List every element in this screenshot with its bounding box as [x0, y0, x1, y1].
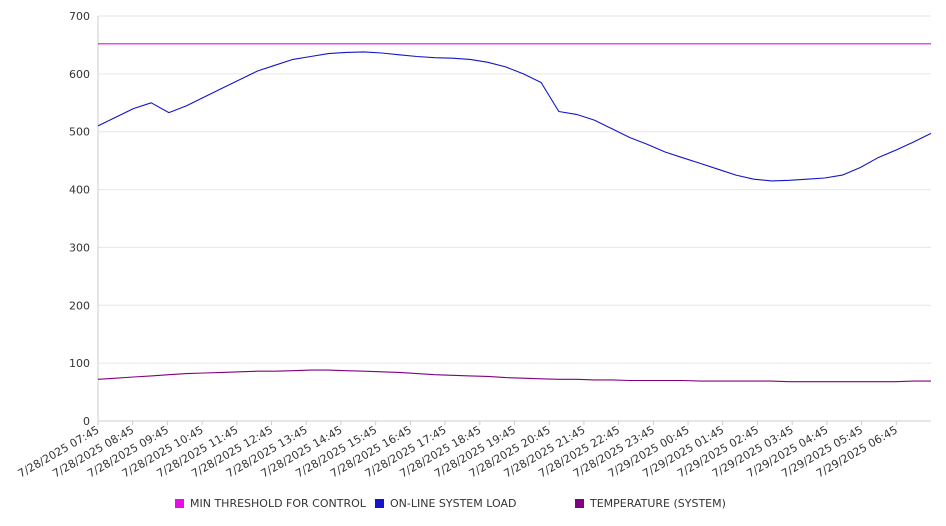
series-lines — [97, 43, 932, 383]
y-tick-label: 700 — [69, 10, 90, 23]
series-line-3 — [97, 369, 931, 383]
legend-label-system-load: ON-LINE SYSTEM LOAD — [390, 497, 517, 510]
legend-swatch-threshold — [175, 499, 184, 508]
legend-item-threshold: MIN THRESHOLD FOR CONTROL — [175, 497, 366, 510]
legend: MIN THRESHOLD FOR CONTROL ON-LINE SYSTEM… — [0, 497, 946, 515]
y-tick-label: 400 — [69, 184, 90, 197]
legend-swatch-system-load — [375, 499, 384, 508]
x-axis-tick-labels: 7/28/2025 07:457/28/2025 08:457/28/2025 … — [16, 423, 900, 480]
legend-item-system-load: ON-LINE SYSTEM LOAD — [375, 497, 516, 510]
y-axis-tick-labels: 0 100 200 300 400 500 600 700 — [69, 10, 90, 428]
y-tick-label: 100 — [69, 357, 90, 370]
axes — [97, 16, 931, 425]
y-tick-label: 0 — [83, 415, 90, 428]
legend-label-threshold: MIN THRESHOLD FOR CONTROL — [190, 497, 366, 510]
y-tick-label: 600 — [69, 68, 90, 81]
legend-swatch-temperature — [575, 499, 584, 508]
y-tick-label: 500 — [69, 126, 90, 139]
y-tick-label: 200 — [69, 299, 90, 312]
legend-label-temperature: TEMPERATURE (SYSTEM) — [590, 497, 726, 510]
y-tick-label: 300 — [69, 241, 90, 254]
series-line-2 — [97, 51, 932, 182]
grid-lines — [98, 15, 931, 364]
legend-item-temperature: TEMPERATURE (SYSTEM) — [575, 497, 726, 510]
